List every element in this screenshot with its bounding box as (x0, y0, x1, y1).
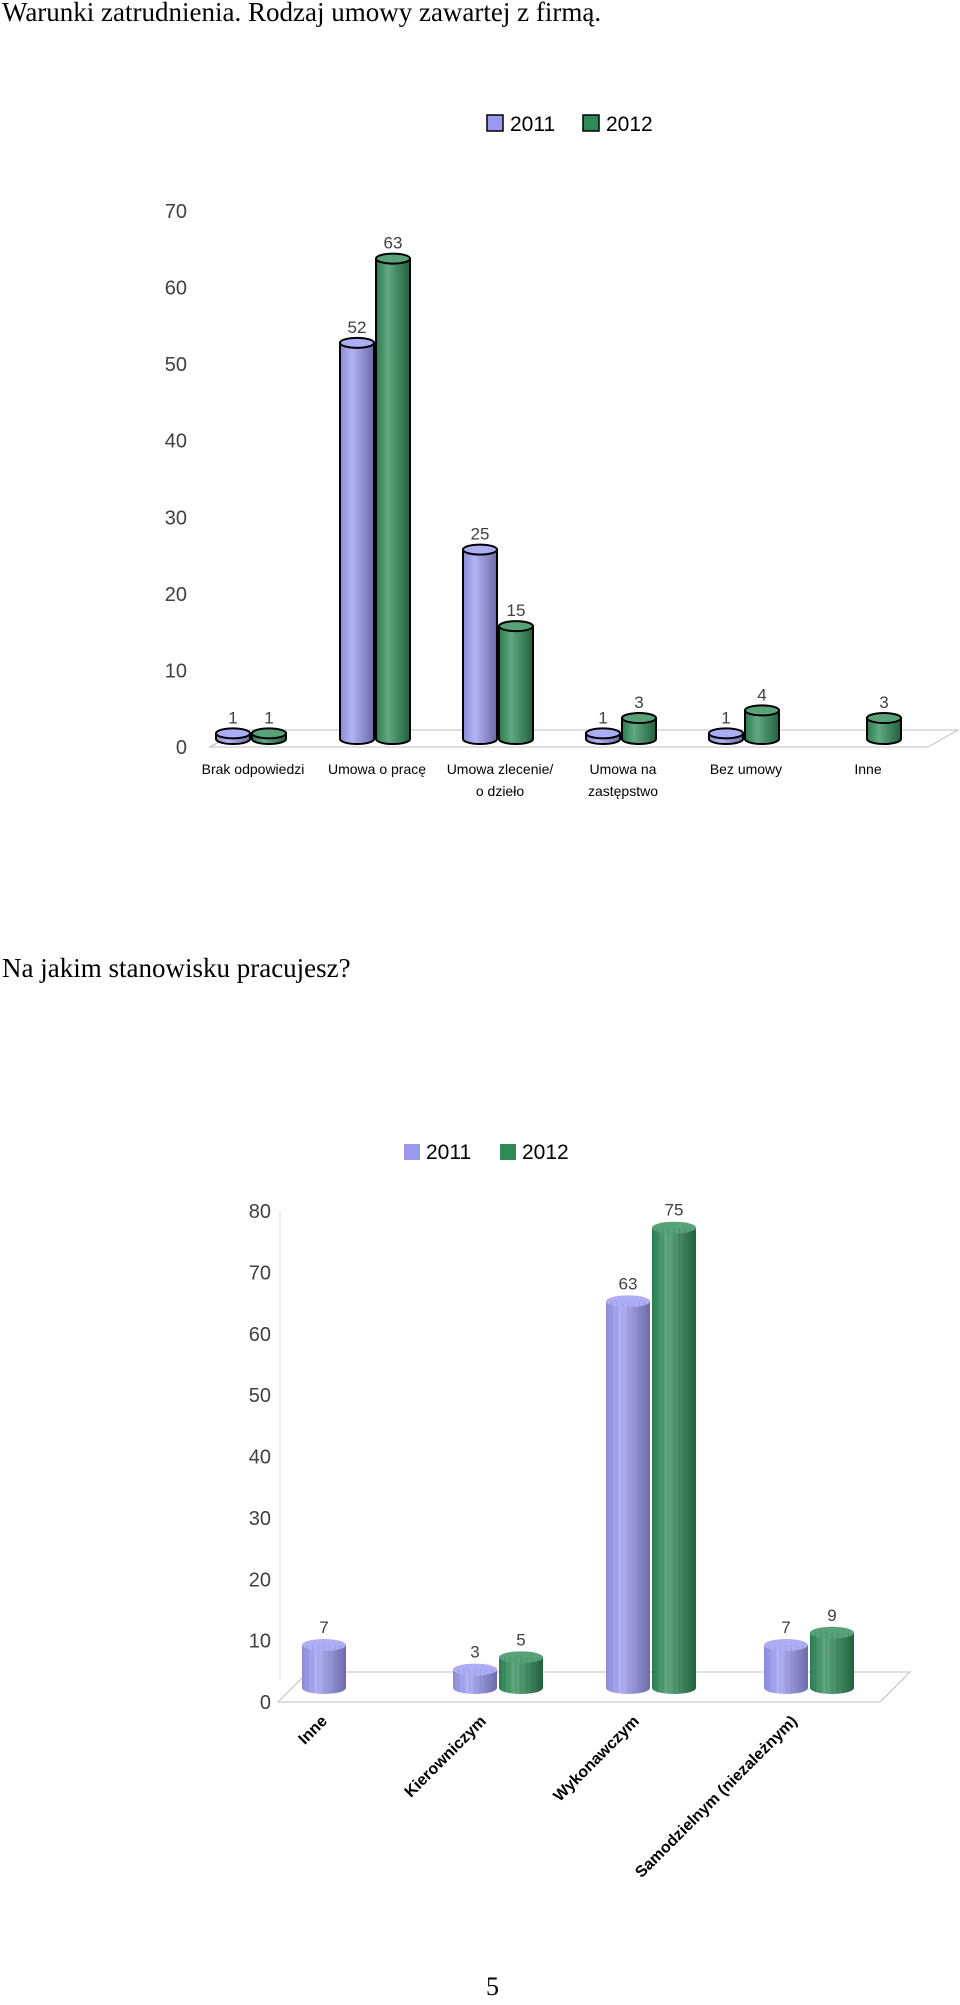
legend-label-2011: 2011 (426, 1141, 471, 1164)
data-label: 1 (228, 708, 237, 727)
y-tick-label: 20 (165, 584, 187, 606)
data-label: 3 (634, 693, 643, 712)
y-tick-label: 60 (249, 1324, 271, 1346)
section-heading-position: Na jakim stanowisku pracujesz? (2, 953, 351, 983)
bar-2012 (652, 1221, 696, 1694)
bar-2011 (453, 1663, 497, 1694)
data-label: 63 (384, 234, 403, 253)
page-number: 5 (486, 1972, 499, 2001)
data-label: 25 (471, 525, 490, 544)
chart-floor (208, 729, 960, 748)
bar-2012 (499, 1651, 543, 1694)
y-tick-label: 40 (165, 431, 187, 453)
category-label: Umowa zlecenie/ (447, 761, 554, 777)
legend-label-2012: 2012 (606, 113, 653, 136)
y-tick-label: 10 (165, 660, 187, 682)
legend-swatch-2012 (500, 1144, 516, 1160)
data-label: 75 (665, 1201, 684, 1220)
data-label: 3 (879, 693, 888, 712)
y-tick-label: 50 (165, 354, 187, 376)
data-label: 63 (619, 1274, 638, 1293)
category-label: Samodzielnym (niezależnym) (632, 1713, 801, 1882)
data-label: 1 (264, 708, 273, 727)
category-label: Brak odpowiedzi (202, 761, 305, 777)
y-tick-label: 70 (165, 201, 187, 223)
category-label: Inne (854, 761, 881, 777)
data-label: 52 (348, 318, 367, 337)
data-label: 7 (319, 1618, 328, 1637)
legend-swatch-2011 (486, 114, 504, 132)
bar-2012 (375, 252, 411, 745)
category-label: Inne (296, 1713, 331, 1748)
category-label: zastępstwo (588, 783, 658, 799)
data-label: 7 (781, 1618, 790, 1637)
bar-2011 (606, 1295, 650, 1694)
data-label: 4 (757, 685, 766, 704)
bar-2012 (866, 712, 902, 745)
data-label: 5 (516, 1630, 525, 1649)
data-label: 3 (470, 1643, 479, 1662)
bar-2012 (621, 712, 657, 745)
y-tick-label: 80 (249, 1201, 271, 1223)
legend-swatch-2012 (582, 114, 600, 132)
y-tick-label: 10 (249, 1631, 271, 1653)
category-label: Kierowniczym (402, 1713, 490, 1801)
legend-label-2012: 2012 (522, 1141, 569, 1164)
contract-type-chart: 0 10 20 30 40 50 60 70 2011 2012 1 1 Brak odpowiedzi… (165, 113, 960, 799)
data-label: 1 (598, 708, 607, 727)
section-heading-contract-type: Warunki zatrudnienia. Rodzaj umowy zawar… (2, 0, 602, 27)
y-tick-label: 70 (249, 1262, 271, 1284)
bar-2011 (215, 727, 251, 745)
y-tick-label: 0 (176, 737, 187, 759)
category-label: Wykonawczym (551, 1713, 643, 1805)
bar-2012 (744, 704, 780, 745)
bar-2012 (498, 620, 534, 745)
data-label: 15 (507, 601, 526, 620)
y-tick-label: 0 (260, 1692, 271, 1714)
y-tick-label: 20 (249, 1569, 271, 1591)
legend-swatch-2011 (404, 1144, 420, 1160)
category-label: Umowa na (590, 761, 657, 777)
bar-2011 (585, 727, 621, 745)
y-tick-label: 50 (249, 1385, 271, 1407)
category-label: Bez umowy (710, 761, 782, 777)
bar-2011 (462, 543, 498, 745)
bar-2012 (810, 1626, 854, 1694)
chart-floor (276, 1671, 912, 1703)
bar-2011 (339, 336, 375, 745)
category-label: o dzieło (476, 783, 524, 799)
bar-2011 (302, 1639, 346, 1694)
position-chart: 0 10 20 30 40 50 60 70 80 2011 2012 7 Inne 3 5 Kierowni… (249, 1141, 912, 1882)
data-label: 9 (827, 1606, 836, 1625)
y-tick-label: 60 (165, 278, 187, 300)
legend-label-2011: 2011 (510, 113, 555, 136)
data-label: 1 (721, 708, 730, 727)
y-tick-label: 30 (249, 1508, 271, 1530)
bar-2011 (764, 1639, 808, 1694)
bar-2012 (251, 727, 287, 745)
y-tick-label: 30 (165, 507, 187, 529)
bar-2011 (708, 727, 744, 745)
y-tick-label: 40 (249, 1447, 271, 1469)
category-label: Umowa o pracę (328, 761, 426, 777)
